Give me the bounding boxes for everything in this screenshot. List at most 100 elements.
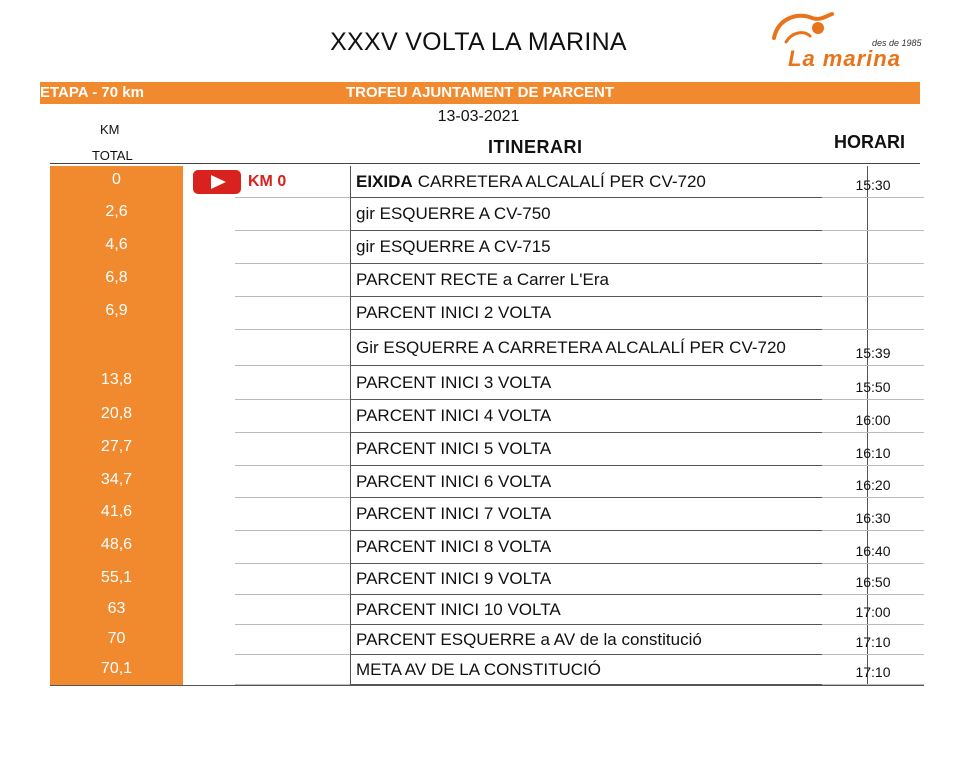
row-strong-label: EIXIDA: [356, 171, 413, 191]
row-description-text: gir ESQUERRE A CV-750: [356, 204, 551, 223]
table-row: 4,6 gir ESQUERRE A CV-715: [50, 231, 924, 264]
row-marker-cell: [235, 400, 350, 433]
row-km: 63: [107, 600, 126, 617]
stage-label: ETAPA - 70 km: [40, 84, 144, 101]
row-marker-cell: [235, 297, 350, 330]
row-description-text: PARCENT RECTE a Carrer L'Era: [356, 270, 609, 289]
table-row: 2,6 gir ESQUERRE A CV-750: [50, 198, 924, 231]
page-title: XXXV VOLTA LA MARINA: [330, 28, 627, 56]
row-marker-cell: [235, 655, 350, 685]
row-km: 27,7: [100, 438, 133, 455]
table-row: Gir ESQUERRE A CARRETERA ALCALALÍ PER CV…: [50, 330, 924, 366]
row-description-text: CARRETERA ALCALALÍ PER CV-720: [417, 171, 706, 191]
row-km: 13,8: [100, 371, 133, 388]
trophy-label: TROFEU AJUNTAMENT DE PARCENT: [345, 84, 615, 101]
row-description-text: PARCENT ESQUERRE a AV de la constitució: [356, 629, 702, 649]
row-marker-cell: [235, 433, 350, 466]
row-time: 16:00: [822, 400, 924, 433]
table-row: 6,8 PARCENT RECTE a Carrer L'Era: [50, 264, 924, 297]
row-marker-cell: [235, 498, 350, 531]
header-itinerari: ITINERARI: [488, 137, 583, 157]
row-km: 34,7: [100, 471, 133, 488]
row-description-text: PARCENT INICI 7 VOLTA: [356, 504, 552, 523]
header-divider: [50, 163, 920, 164]
row-marker-cell: [235, 264, 350, 297]
row-description-text: gir ESQUERRE A CV-715: [356, 237, 551, 256]
row-km: 55,1: [100, 569, 133, 586]
table-row: 20,8 PARCENT INICI 4 VOLTA 16:00: [50, 400, 924, 433]
row-time: 16:10: [822, 433, 924, 466]
row-description-text: PARCENT INICI 3 VOLTA: [356, 372, 552, 392]
row-time: 16:30: [822, 498, 924, 531]
row-km: 6,9: [105, 302, 128, 319]
row-description: gir ESQUERRE A CV-750: [350, 198, 868, 231]
header-total: TOTAL: [92, 148, 133, 163]
row-km: 20,8: [100, 405, 133, 422]
row-marker-cell: [235, 231, 350, 264]
row-description: PARCENT INICI 9 VOLTA: [350, 564, 868, 595]
row-description-text: META AV DE LA CONSTITUCIÓ: [356, 659, 601, 679]
row-description: gir ESQUERRE A CV-715: [350, 231, 868, 264]
row-time: [822, 231, 924, 264]
row-description: PARCENT INICI 5 VOLTA: [350, 433, 868, 466]
play-button-icon: [193, 170, 241, 194]
row-time: 17:10: [822, 655, 924, 685]
table-row: 48,6 PARCENT INICI 8 VOLTA 16:40: [50, 531, 924, 564]
row-marker-cell: [235, 466, 350, 498]
table-row: 0 EIXIDA CARRETERA ALCALALÍ PER CV-720 15:3…: [50, 166, 924, 198]
row-km: 48,6: [100, 536, 133, 553]
row-marker-cell: [235, 625, 350, 655]
row-description: PARCENT RECTE a Carrer L'Era: [350, 264, 868, 297]
row-description-text: PARCENT INICI 4 VOLTA: [356, 406, 552, 425]
row-km: 4,6: [105, 236, 128, 253]
row-time: [822, 264, 924, 297]
table-row: 55,1 PARCENT INICI 9 VOLTA 16:50: [50, 564, 924, 595]
row-description: PARCENT INICI 8 VOLTA: [350, 531, 868, 564]
row-km: 6,8: [105, 269, 128, 286]
km-column-background: [50, 166, 183, 685]
row-marker-cell: [235, 166, 350, 198]
row-marker-cell: [235, 531, 350, 564]
row-marker-cell: [235, 198, 350, 231]
header-horari: HORARI: [834, 132, 905, 152]
stage-band: ETAPA - 70 km TROFEU AJUNTAMENT DE PARCE…: [40, 82, 920, 104]
table-row: 27,7 PARCENT INICI 5 VOLTA 16:10: [50, 433, 924, 466]
row-description: META AV DE LA CONSTITUCIÓ: [350, 655, 868, 685]
race-date: 13-03-2021: [437, 108, 520, 125]
row-marker-cell: [235, 330, 350, 366]
row-time: 16:50: [822, 564, 924, 595]
row-time: [822, 198, 924, 231]
table-row: 70 PARCENT ESQUERRE a AV de la constituci…: [50, 625, 924, 655]
logo-since: des de 1985: [872, 38, 922, 48]
table-row: 41,6 PARCENT INICI 7 VOLTA 16:30: [50, 498, 924, 531]
cyclist-logo-icon: [772, 12, 834, 44]
table-row: 34,7 PARCENT INICI 6 VOLTA 16:20: [50, 466, 924, 498]
row-km: 70: [107, 630, 126, 647]
row-description-text: PARCENT INICI 9 VOLTA: [356, 569, 552, 588]
row-km: [50, 330, 183, 366]
header-km: KM: [100, 122, 120, 137]
logo-brand: La marina: [788, 46, 901, 71]
row-km: 70,1: [100, 660, 133, 677]
row-marker-cell: [235, 564, 350, 595]
row-description: PARCENT INICI 7 VOLTA: [350, 498, 868, 531]
row-description-text: PARCENT INICI 10 VOLTA: [356, 599, 561, 619]
row-description-text: PARCENT INICI 2 VOLTA: [356, 303, 552, 322]
row-time: [822, 297, 924, 330]
row-km: 2,6: [105, 203, 128, 220]
row-description-text: PARCENT INICI 8 VOLTA: [356, 537, 552, 556]
km0-label: KM 0: [248, 173, 287, 190]
table-row: 13,8 PARCENT INICI 3 VOLTA 15:50: [50, 366, 924, 400]
row-description: EIXIDA CARRETERA ALCALALÍ PER CV-720: [350, 166, 868, 198]
row-description: PARCENT INICI 6 VOLTA: [350, 466, 868, 498]
row-time: 17:00: [822, 595, 924, 625]
row-time: 16:20: [822, 466, 924, 498]
row-description-text: PARCENT INICI 5 VOLTA: [356, 439, 552, 458]
row-time: 15:30: [822, 166, 924, 198]
table-row: 6,9 PARCENT INICI 2 VOLTA: [50, 297, 924, 330]
row-description: PARCENT INICI 10 VOLTA: [350, 595, 868, 625]
row-time: 15:39: [822, 330, 924, 366]
table-bottom-line: [50, 685, 924, 686]
row-description-text: PARCENT INICI 6 VOLTA: [356, 471, 552, 491]
row-km: 0: [112, 171, 121, 188]
